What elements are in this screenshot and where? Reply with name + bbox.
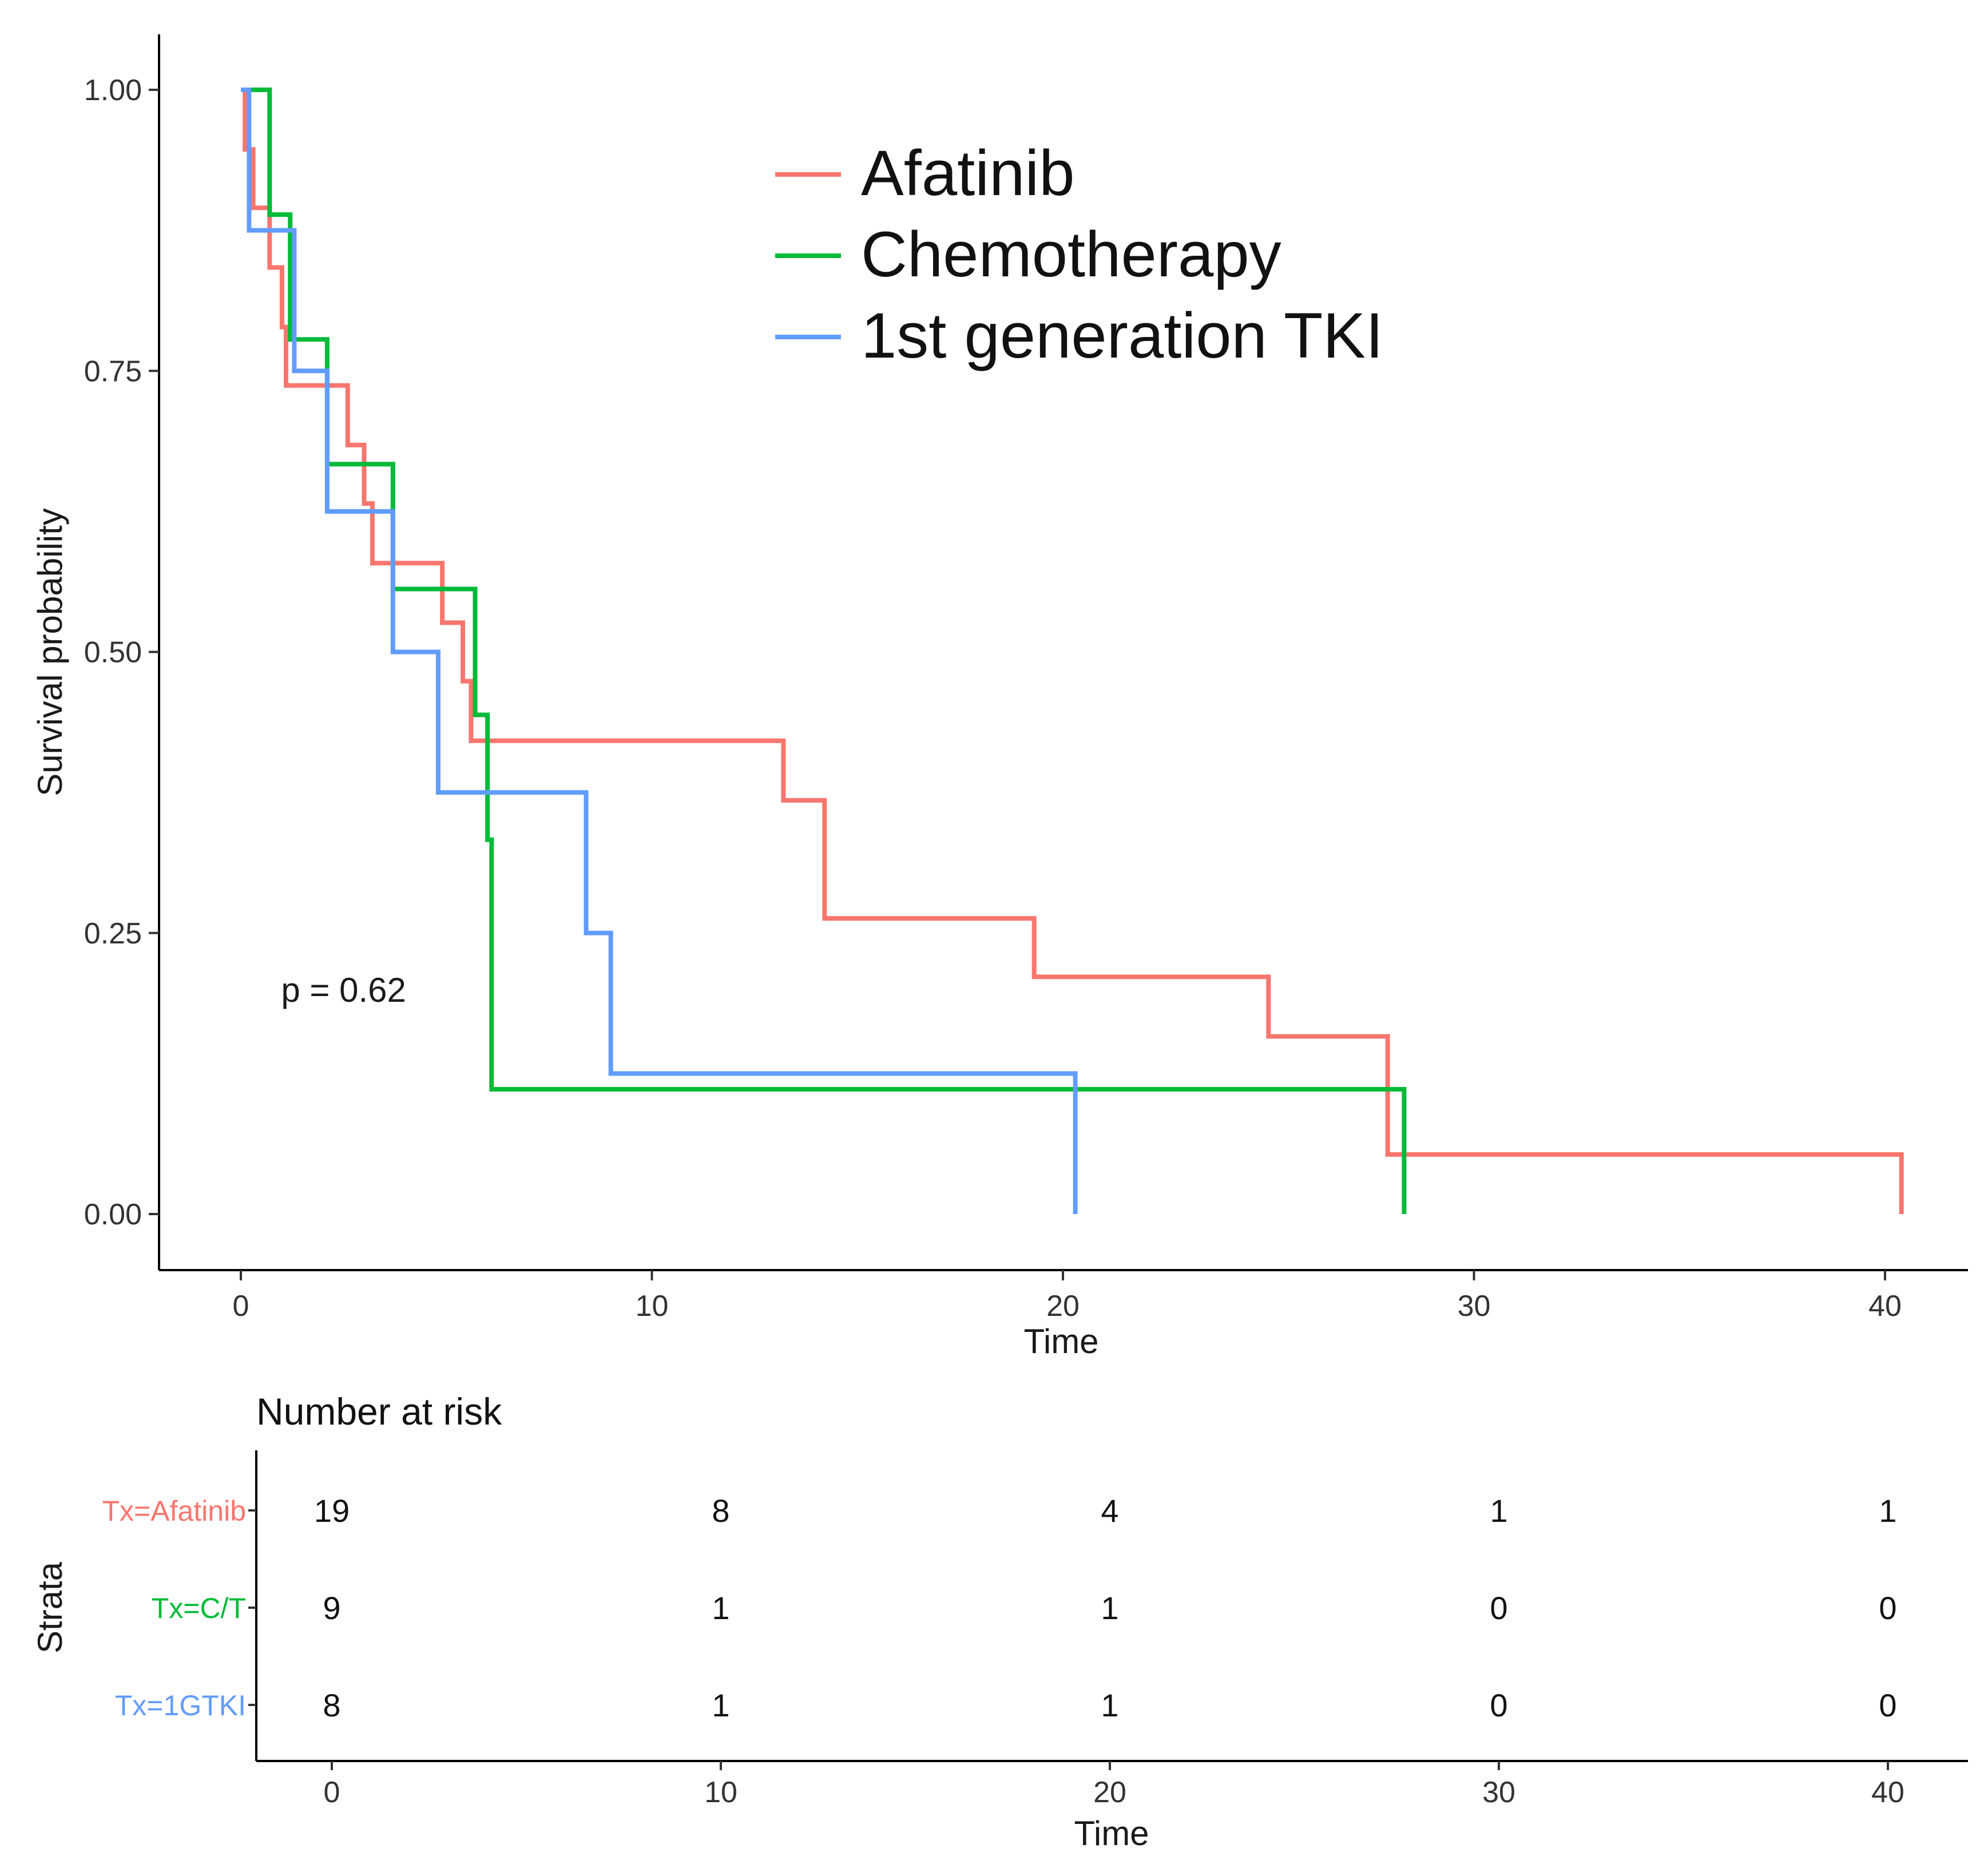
risk-count: 19	[314, 1493, 350, 1529]
risk-y-axis-title: Strata	[31, 1561, 69, 1653]
risk-table-title: Number at risk	[256, 1390, 502, 1433]
risk-x-tick-label: 10	[704, 1776, 737, 1809]
x-axis-title: Time	[1023, 1322, 1098, 1361]
x-tick-label: 30	[1458, 1290, 1491, 1323]
risk-x-tick-label: 40	[1871, 1776, 1904, 1809]
risk-count: 1	[1490, 1493, 1507, 1529]
risk-x-axis-title: Time	[1074, 1814, 1149, 1853]
legend-label: 1st generation TKI	[861, 300, 1383, 371]
risk-count: 1	[712, 1687, 729, 1723]
risk-count: 1	[1101, 1590, 1118, 1626]
x-tick-label: 40	[1868, 1290, 1902, 1323]
risk-count: 0	[1879, 1687, 1896, 1723]
risk-x-tick-label: 0	[324, 1776, 340, 1809]
survival-curve-afatinib	[241, 88, 1904, 1214]
risk-count: 0	[1490, 1687, 1507, 1723]
risk-row-label: Tx=Afatinib	[102, 1495, 246, 1527]
p-value-annotation: p = 0.62	[281, 971, 406, 1009]
y-tick-label: 0.75	[84, 355, 142, 388]
y-tick-label: 0.50	[84, 636, 142, 669]
risk-count: 8	[323, 1687, 340, 1723]
y-tick-label: 1.00	[84, 74, 142, 107]
km-plot: 0.00 0.25 0.50 0.75 1.00 0 10 20 30 40 Time Surviva…	[31, 34, 1968, 1361]
risk-row-label: Tx=1GTKI	[115, 1689, 246, 1722]
risk-count: 4	[1101, 1493, 1118, 1529]
risk-count: 1	[1879, 1493, 1896, 1529]
legend-label: Chemotherapy	[861, 219, 1281, 290]
risk-row-label: Tx=C/T	[152, 1592, 246, 1624]
y-tick-label: 0.25	[84, 917, 142, 950]
legend-label: Afatinib	[861, 137, 1075, 209]
survival-curve-1st-generation-tki	[241, 88, 1078, 1214]
risk-count: 0	[1490, 1590, 1507, 1626]
risk-x-tick-label: 20	[1093, 1776, 1126, 1809]
x-tick-label: 0	[233, 1290, 249, 1323]
risk-count: 0	[1879, 1590, 1896, 1626]
risk-count: 1	[712, 1590, 729, 1626]
risk-count: 8	[712, 1493, 729, 1529]
x-tick-label: 20	[1046, 1290, 1080, 1323]
x-tick-label: 10	[636, 1290, 669, 1323]
y-axis-title: Survival probability	[31, 508, 69, 796]
risk-count: 9	[323, 1590, 340, 1626]
y-tick-label: 0.00	[84, 1198, 142, 1231]
risk-x-tick-label: 30	[1482, 1776, 1515, 1809]
risk-count: 1	[1101, 1687, 1118, 1723]
